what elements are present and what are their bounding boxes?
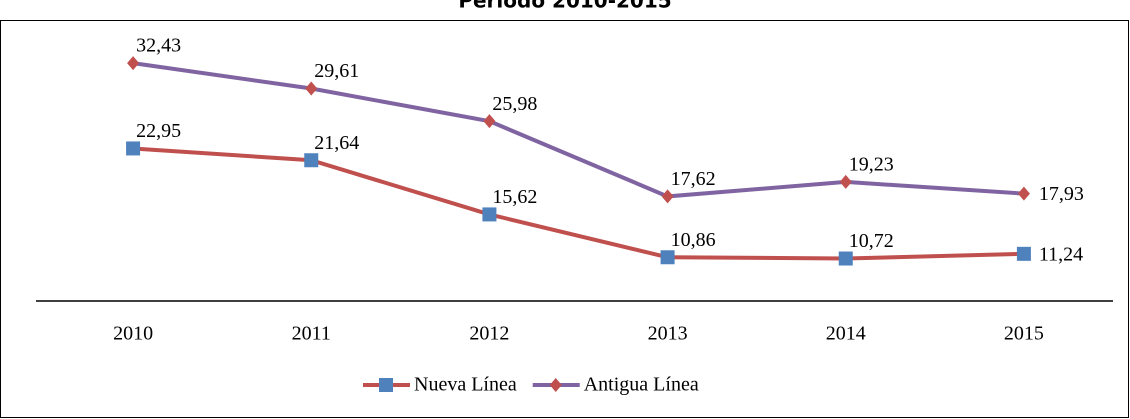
chart-title: Periodo 2010-2015 (458, 0, 671, 13)
x-tick-label: 2011 (292, 323, 331, 345)
marker (839, 174, 852, 189)
series-line (132, 61, 1025, 199)
series-line (132, 146, 1024, 261)
legend-label: Nueva Línea (414, 374, 517, 396)
data-label: 17,62 (671, 168, 716, 190)
marker (379, 378, 393, 392)
marker (838, 251, 853, 266)
data-label: 17,93 (1039, 183, 1084, 205)
marker (305, 81, 318, 96)
data-label: 10,86 (671, 229, 716, 251)
marker (126, 141, 141, 156)
data-label: 25,98 (492, 93, 537, 115)
data-label: 29,61 (314, 60, 359, 82)
x-tick-label: 2010 (113, 323, 153, 345)
data-label: 11,24 (1039, 243, 1083, 265)
data-label: 15,62 (492, 186, 537, 208)
data-label: 22,95 (136, 120, 181, 142)
x-tick-label: 2015 (1004, 323, 1044, 345)
legend-label: Antigua Línea (584, 374, 699, 396)
marker (660, 250, 675, 265)
marker (661, 189, 674, 204)
marker (482, 207, 497, 222)
marker (304, 153, 319, 168)
x-tick-label: 2013 (648, 323, 688, 345)
x-tick-label: 2014 (826, 323, 866, 345)
marker (1016, 246, 1031, 261)
data-label: 21,64 (314, 132, 359, 154)
chart-frame (0, 20, 1129, 418)
data-label: 10,72 (849, 230, 894, 252)
marker (1017, 186, 1030, 201)
data-label: 32,43 (136, 35, 181, 57)
x-tick-label: 2012 (469, 323, 509, 345)
marker (127, 56, 140, 71)
marker (549, 378, 562, 392)
data-label: 19,23 (849, 154, 894, 176)
marker (483, 114, 496, 129)
